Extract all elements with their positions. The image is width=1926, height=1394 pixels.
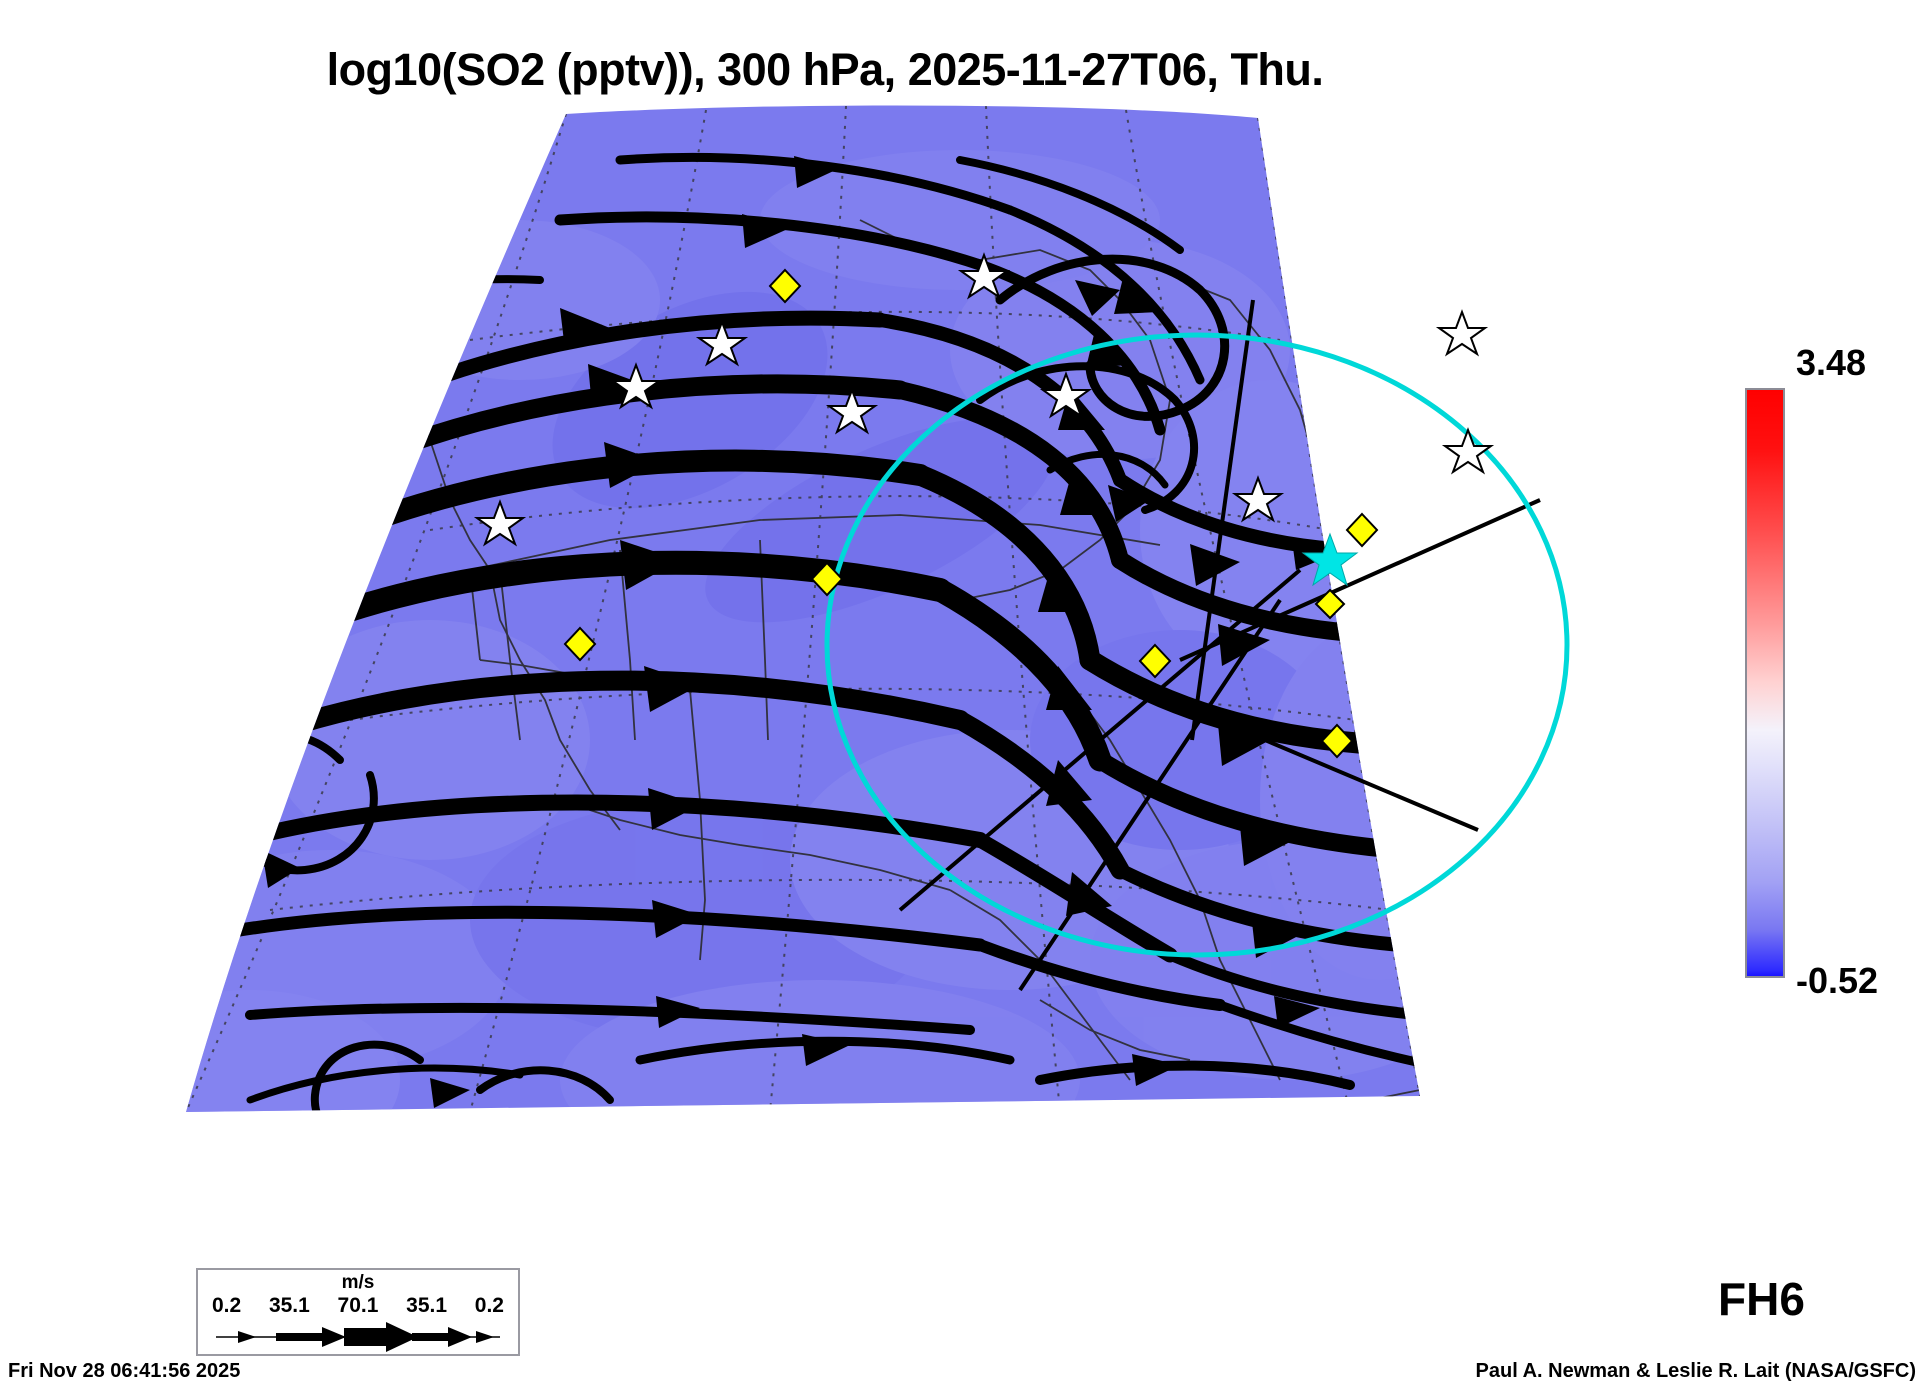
colorbar-min-label: -0.52 (1796, 960, 1879, 1001)
station-marker (1435, 309, 1489, 357)
wind-tick-2: 70.1 (337, 1294, 379, 1317)
wind-tick-4: 0.2 (474, 1294, 504, 1317)
station-marker-group (473, 252, 1495, 547)
site-marker (768, 268, 802, 304)
wind-tick-1: 35.1 (268, 1294, 310, 1317)
station-marker (825, 387, 879, 435)
site-marker (1314, 588, 1346, 620)
colorbar-max-label: 3.48 (1796, 342, 1867, 383)
station-marker (1231, 475, 1285, 523)
wind-legend-unit: m/s (341, 1272, 375, 1293)
wind-tick-0: 0.2 (212, 1294, 242, 1317)
flight-track-lines (898, 299, 1541, 992)
site-marker (810, 561, 844, 597)
site-marker-group (563, 268, 1379, 759)
generation-timestamp: Fri Nov 28 06:41:56 2025 (8, 1360, 241, 1382)
site-marker (563, 626, 597, 662)
station-marker (1039, 371, 1093, 419)
colorbar: 3.48 -0.52 (1740, 300, 1926, 1001)
wind-legend-ticks: 0.2 35.1 70.1 35.1 0.2 (198, 1294, 518, 1318)
site-marker (1345, 512, 1379, 548)
site-marker (1320, 723, 1354, 759)
forecast-hour-label: FH6 (1718, 1273, 1805, 1325)
map-panel (0, 100, 1700, 1260)
so2-field (186, 105, 1420, 1113)
weather-map (186, 105, 1570, 1113)
credit-line: Paul A. Newman & Leslie R. Lait (NASA/GS… (1475, 1360, 1916, 1382)
wind-speed-legend: m/s 0.2 35.1 70.1 35.1 0.2 (196, 1268, 520, 1356)
page-title: log10(SO2 (pptv)), 300 hPa, 2025-11-27T0… (326, 44, 1324, 95)
wind-legend-arrows (216, 1322, 500, 1352)
colorbar-gradient (1745, 388, 1785, 978)
wind-tick-3: 35.1 (406, 1294, 448, 1317)
station-marker (473, 499, 527, 547)
launch-site-marker (1301, 532, 1359, 587)
station-marker (695, 319, 749, 367)
site-marker (1138, 643, 1172, 679)
station-marker (1441, 427, 1495, 475)
station-marker (957, 252, 1011, 300)
range-ring (824, 332, 1570, 958)
station-marker (609, 362, 663, 410)
